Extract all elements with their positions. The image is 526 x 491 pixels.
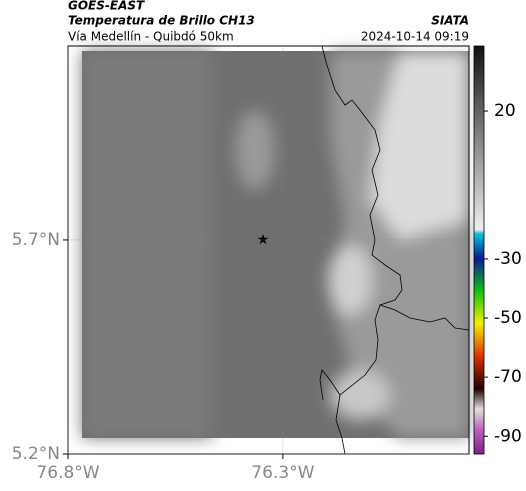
datetime: 2024-10-14 09:19 xyxy=(361,30,469,44)
satellite-image: ★ xyxy=(67,45,470,455)
colorbar-tick-label: -70 xyxy=(494,367,522,387)
subtitle: Vía Medellín - Quibdó 50km xyxy=(68,30,234,44)
x-tick-label: 76.3°W xyxy=(251,463,314,483)
x-tick-label: 76.8°W xyxy=(36,463,99,483)
colorbar-tick-label: 20 xyxy=(494,101,516,121)
colorbar-tick-label: -30 xyxy=(494,249,522,269)
colorbar-tick-label: -90 xyxy=(494,426,522,446)
credit: SIATA xyxy=(431,14,469,28)
colorbar xyxy=(473,45,485,455)
y-tick-label: 5.2°N xyxy=(12,444,60,464)
title: Temperatura de Brillo CH13 xyxy=(68,14,255,28)
y-tick-label: 5.7°N xyxy=(12,230,60,250)
colorbar-tick-label: -50 xyxy=(494,308,522,328)
source: GOES-EAST xyxy=(68,0,145,13)
